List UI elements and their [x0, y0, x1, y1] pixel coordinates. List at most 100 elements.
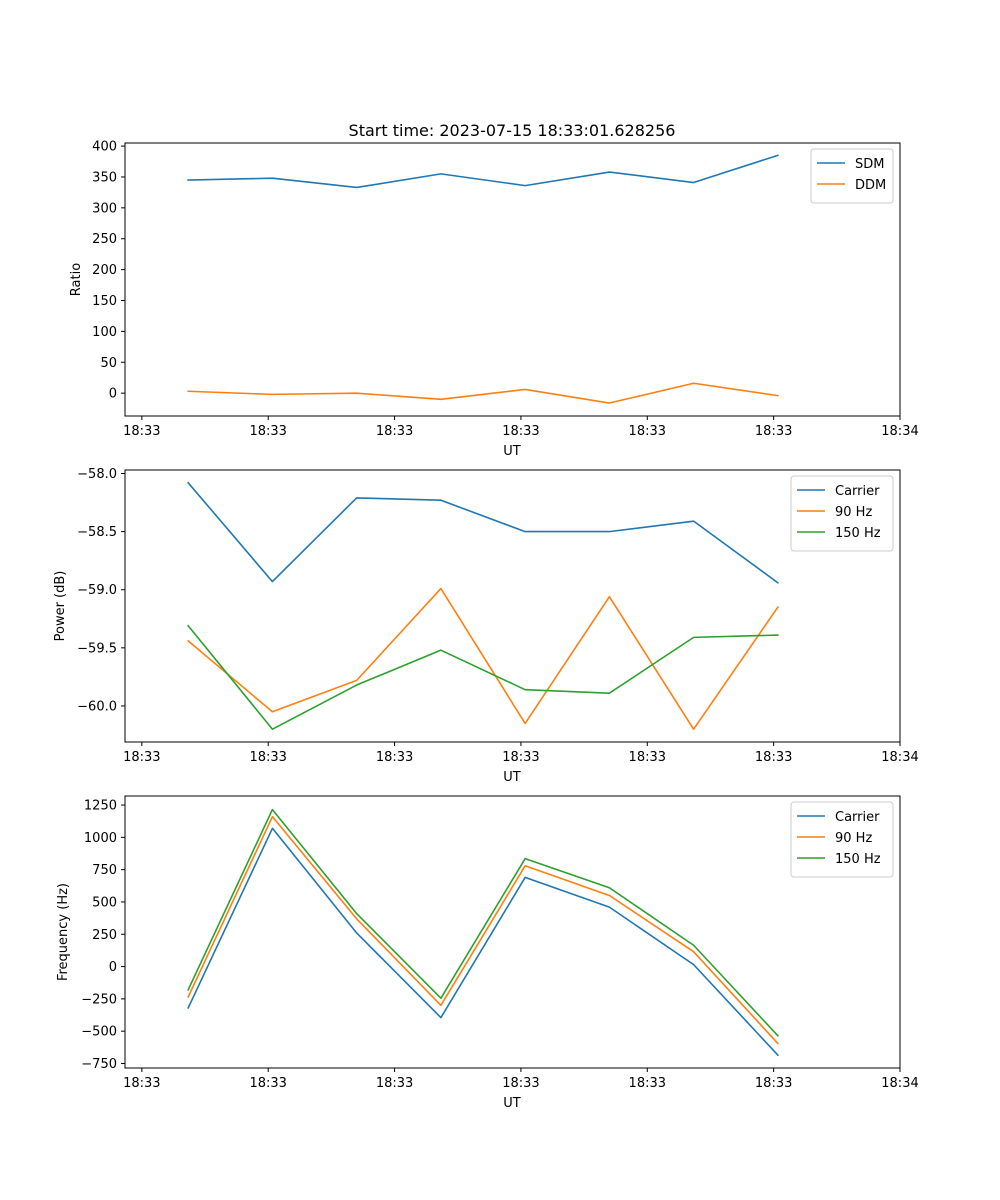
- power-x-tick-label: 18:34: [881, 750, 918, 765]
- power-series-90-hz-line: [187, 587, 779, 731]
- frequency-series-150-hz-line: [187, 808, 779, 1037]
- ratio-series-ddm-point: [271, 393, 274, 396]
- ratio-x-axis-label: UT: [503, 444, 521, 459]
- frequency-legend-90-hz-label: 90 Hz: [835, 831, 872, 846]
- power-series-carrier-point: [271, 580, 274, 583]
- power-series-90-hz-point: [439, 587, 442, 590]
- frequency-series-90-hz-point: [271, 815, 274, 818]
- frequency-series-150-hz-point: [355, 912, 358, 915]
- frequency-x-tick-label: 18:33: [123, 1076, 160, 1091]
- power-series-150-hz-line: [187, 624, 779, 731]
- power-series-carrier-line: [187, 481, 779, 584]
- power-legend-90-hz-label: 90 Hz: [835, 505, 872, 520]
- ratio-y-tick-label: 150: [92, 294, 117, 309]
- ratio-x-tick-label: 18:33: [629, 424, 666, 439]
- frequency-series-90-hz-point: [187, 995, 190, 998]
- ratio-series-ddm-point: [692, 382, 695, 385]
- frequency-y-tick-label: −750: [81, 1057, 117, 1072]
- ratio-legend: SDM DDM: [810, 148, 894, 204]
- ratio-series-sdm-point: [187, 179, 190, 182]
- power-series-carrier-point: [524, 530, 527, 533]
- ratio-series-ddm-point: [187, 390, 190, 393]
- ratio-series-ddm-point: [608, 402, 611, 405]
- ratio-series-sdm-point: [608, 171, 611, 174]
- frequency-series-carrier-point: [355, 931, 358, 934]
- figure-title: Start time: 2023-07-15 18:33:01.628256: [349, 121, 676, 140]
- frequency-series-90-hz-line: [187, 815, 779, 1045]
- power-series-90-hz-point: [355, 679, 358, 682]
- frequency-series-90-hz-point: [776, 1042, 779, 1045]
- power-series-90-hz-point: [271, 710, 274, 713]
- ratio-series-ddm-line: [187, 382, 779, 404]
- power-x-tick-label: 18:33: [755, 750, 792, 765]
- power-legend-150-hz-label: 150 Hz: [835, 526, 881, 541]
- power-x-tick-label: 18:33: [629, 750, 666, 765]
- frequency-series-150-hz-point: [524, 857, 527, 860]
- power-series-carrier-point: [692, 520, 695, 523]
- power-series-90-hz-point: [187, 639, 190, 642]
- frequency-series-90-hz-point: [692, 950, 695, 953]
- frequency-x-tick-label: 18:33: [629, 1076, 666, 1091]
- frequency-series-150-hz-point: [692, 944, 695, 947]
- ratio-series-sdm-point: [776, 154, 779, 157]
- ratio-series-ddm-point: [524, 388, 527, 391]
- frequency-y-tick-label: 250: [92, 928, 117, 943]
- frequency-x-tick-label: 18:33: [376, 1076, 413, 1091]
- power-panel: 18:33 18:33 18:33 18:33 18:33 18:33 18:34 −58.0…: [53, 467, 919, 785]
- frequency-series-90-hz-point: [524, 864, 527, 867]
- ratio-series-sdm-point: [692, 181, 695, 184]
- power-series-150-hz-point: [776, 634, 779, 637]
- ratio-panel: 18:33 18:33 18:33 18:33 18:33 18:33 18:34 0 50 10…: [69, 140, 919, 459]
- ratio-series-ddm-point: [355, 392, 358, 395]
- frequency-y-tick-label: 1250: [84, 799, 117, 814]
- ratio-x-tick-label: 18:34: [881, 424, 918, 439]
- frequency-series-carrier-point: [187, 1006, 190, 1009]
- power-x-tick-label: 18:33: [376, 750, 413, 765]
- ratio-y-tick-label: 350: [92, 170, 117, 185]
- power-series-150-hz-point: [187, 624, 190, 627]
- frequency-series-90-hz-point: [439, 1004, 442, 1007]
- power-series-carrier-point: [355, 496, 358, 499]
- ratio-legend-ddm-label: DDM: [855, 178, 886, 193]
- power-plot-frame: [124, 469, 901, 743]
- frequency-x-tick-label: 18:33: [249, 1076, 286, 1091]
- power-y-axis-label: Power (dB): [53, 571, 68, 642]
- frequency-legend: Carrier 90 Hz 150 Hz: [790, 801, 894, 878]
- power-series-90-hz-point: [608, 595, 611, 598]
- frequency-series-carrier-line: [187, 827, 779, 1057]
- power-y-tick-label: −60.0: [77, 699, 117, 714]
- ratio-y-tick-label: 200: [92, 263, 117, 278]
- power-series-150-hz-point: [692, 636, 695, 639]
- ratio-x-tick-label: 18:33: [376, 424, 413, 439]
- ratio-series-sdm-point: [439, 172, 442, 175]
- power-series-90-hz-point: [524, 722, 527, 725]
- power-legend: Carrier 90 Hz 150 Hz: [790, 475, 894, 552]
- power-y-tick-label: −58.5: [77, 525, 117, 540]
- frequency-y-tick-label: 750: [92, 863, 117, 878]
- frequency-panel: 18:33 18:33 18:33 18:33 18:33 18:33 18:34 −750 −…: [56, 795, 919, 1111]
- frequency-series-90-hz-point: [608, 894, 611, 897]
- ratio-y-tick-label: 250: [92, 232, 117, 247]
- power-x-tick-label: 18:33: [502, 750, 539, 765]
- frequency-series-carrier-point: [439, 1016, 442, 1019]
- frequency-series-150-hz-point: [608, 886, 611, 889]
- ratio-y-tick-label: 0: [109, 387, 117, 402]
- power-series-carrier-point: [439, 499, 442, 502]
- ratio-series-sdm-point: [524, 184, 527, 187]
- power-series-150-hz-point: [355, 684, 358, 687]
- ratio-x-tick-label: 18:33: [123, 424, 160, 439]
- power-y-tick-label: −59.5: [77, 641, 117, 656]
- ratio-series-sdm-point: [271, 177, 274, 180]
- frequency-x-tick-label: 18:34: [881, 1076, 918, 1091]
- ratio-series-sdm-line: [187, 154, 779, 189]
- ratio-plot-frame: [124, 142, 901, 417]
- ratio-y-tick-label: 50: [100, 356, 117, 371]
- power-x-tick-label: 18:33: [249, 750, 286, 765]
- ratio-legend-sdm-label: SDM: [855, 157, 884, 172]
- ratio-y-axis-label: Ratio: [69, 263, 84, 296]
- ratio-series-ddm-point: [776, 394, 779, 397]
- ratio-y-tick-label: 100: [92, 325, 117, 340]
- power-series-150-hz-point: [271, 728, 274, 731]
- power-series-150-hz-point: [524, 688, 527, 691]
